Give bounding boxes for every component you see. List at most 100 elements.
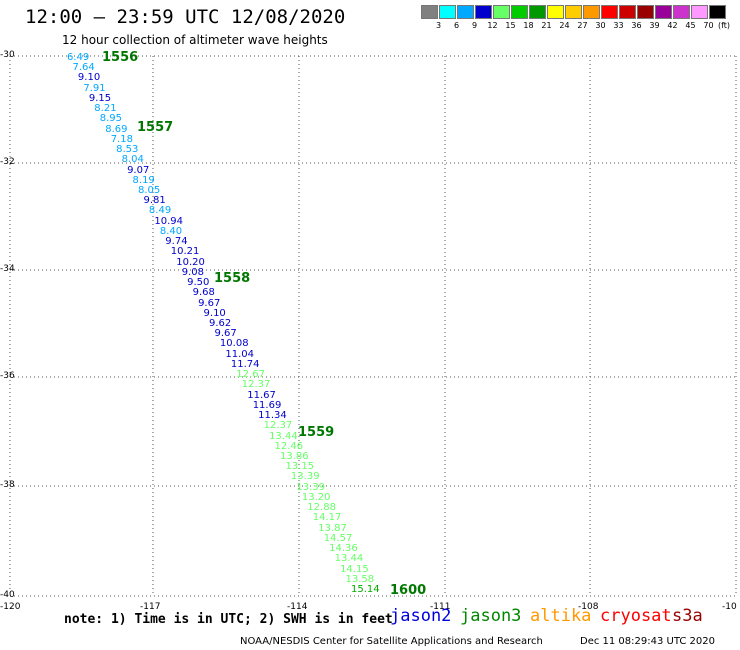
latitude-label: -30 (0, 50, 15, 60)
scale-unit: (ft) (717, 21, 731, 30)
satellite-legend-altika: altika (530, 606, 592, 626)
latitude-label: -38 (0, 480, 15, 490)
latitude-label: -34 (0, 264, 15, 274)
wave-height-value: 7.18 (110, 133, 133, 145)
wave-height-value: 14.36 (329, 543, 358, 555)
wave-height-value: 14.17 (312, 512, 342, 524)
scale-label: 30 (595, 21, 606, 30)
scale-label: 15 (505, 21, 516, 30)
latitude-label: -32 (0, 157, 15, 167)
wave-height-value: 8.53 (116, 144, 139, 156)
longitude-label: -10 (722, 602, 737, 612)
wave-height-value: 13.44 (334, 553, 364, 565)
scale-label: 36 (631, 21, 642, 30)
scale-label: 33 (613, 21, 624, 30)
wave-height-value: 8.40 (159, 225, 183, 237)
satellite-legend-jason3: jason3 (460, 606, 522, 626)
scale-swatch (583, 5, 600, 19)
wave-height-value: 11.69 (252, 399, 282, 411)
wave-height-value: 8.69 (105, 123, 128, 135)
scale-label: 12 (487, 21, 498, 30)
wave-height-value: 12.88 (307, 502, 336, 514)
scale-swatch (547, 5, 564, 19)
wave-height-value: 12.67 (236, 369, 265, 381)
wave-height-value: 13.58 (345, 573, 375, 585)
page-subtitle: 12 hour collection of altimeter wave hei… (62, 33, 328, 47)
scale-swatch (493, 5, 510, 19)
scale-swatch (709, 5, 726, 19)
scale-swatch (475, 5, 492, 19)
wave-height-value: 13.87 (318, 522, 347, 534)
satellite-legend-s3a: s3a (672, 606, 703, 626)
wave-height-value: 13.44 (269, 430, 298, 442)
scale-swatch (655, 5, 672, 19)
scale-label: 21 (541, 21, 552, 30)
scale-swatch (619, 5, 636, 19)
pass-time-label: 1557 (137, 120, 174, 135)
wave-height-value: 9.08 (181, 266, 204, 278)
latitude-label: -40 (0, 590, 15, 600)
scale-label: 27 (577, 21, 588, 30)
wave-height-value: 14.57 (323, 532, 353, 544)
wave-height-value: 6.49 (67, 52, 90, 63)
scale-swatch (601, 5, 618, 19)
wave-height-value: 8.04 (121, 154, 144, 166)
scale-swatch (457, 5, 474, 19)
wave-height-value: 12.37 (263, 420, 293, 432)
longitude-label: -111 (430, 602, 451, 612)
wave-height-value: 12.37 (241, 379, 271, 391)
scale-swatch (511, 5, 528, 19)
wave-height-value: 13.39 (290, 471, 320, 483)
scale-swatch (421, 5, 438, 19)
units-note: note: 1) Time is in UTC; 2) SWH is in fe… (64, 612, 393, 627)
wave-height-value: 9.81 (143, 195, 166, 207)
wave-height-value: 10.08 (219, 338, 249, 350)
wave-height-value: 12.46 (274, 440, 304, 452)
wave-height-value: 9.67 (214, 328, 237, 340)
pass-time-label: 1556 (102, 50, 139, 65)
wave-height-value: 9.10 (77, 72, 101, 84)
pass-time-label: 1600 (390, 583, 427, 598)
scale-label: 39 (649, 21, 660, 30)
wave-height-value: 9.50 (187, 277, 210, 289)
scale-label: 3 (435, 21, 442, 30)
scale-swatch (691, 5, 708, 19)
page-title: 12:00 – 23:59 UTC 12/08/2020 (25, 6, 346, 28)
footer-credit: NOAA/NESDIS Center for Satellite Applica… (240, 636, 543, 647)
wave-height-value: 8.49 (148, 205, 172, 217)
wave-height-value: 10.20 (176, 256, 205, 268)
footer-timestamp: Dec 11 08:29:43 UTC 2020 (580, 636, 715, 647)
wave-height-value: 9.07 (127, 164, 150, 176)
scale-swatch (529, 5, 546, 19)
scale-swatch (673, 5, 690, 19)
scale-label: 24 (559, 21, 570, 30)
wave-height-value: 11.34 (258, 410, 287, 422)
wave-height-value: 9.68 (192, 287, 215, 299)
scale-swatch (565, 5, 582, 19)
satellite-legend-jason2: jason2 (390, 606, 452, 626)
latitude-label: -36 (0, 371, 15, 381)
wave-height-value: 8.95 (99, 113, 123, 125)
scale-label: 18 (523, 21, 534, 30)
wave-height-value: 8.19 (132, 174, 155, 186)
satellite-legend-cryosat: cryosat (600, 606, 672, 626)
pass-time-label: 1559 (298, 425, 335, 440)
wave-height-value: 11.04 (225, 348, 255, 360)
wave-height-value: 9.62 (209, 318, 232, 329)
wave-height-value: 9.67 (198, 297, 221, 309)
wave-height-value: 9.15 (88, 92, 112, 104)
longitude-label: -117 (140, 602, 161, 612)
scale-swatch (637, 5, 654, 19)
wave-height-value: 14.15 (340, 563, 369, 575)
wave-height-value: 10.94 (154, 215, 184, 227)
scale-swatch (439, 5, 456, 19)
wave-height-value: 11.67 (247, 389, 276, 401)
wave-height-value: 13.39 (296, 481, 326, 493)
wave-height-value: 8.05 (138, 185, 161, 196)
longitude-label: -114 (287, 602, 308, 612)
wave-height-value: 13.20 (301, 491, 331, 503)
wave-height-value: 11.74 (230, 358, 260, 370)
wave-height-value: 15.14 (351, 584, 380, 595)
wave-height-value: 10.21 (170, 246, 200, 258)
